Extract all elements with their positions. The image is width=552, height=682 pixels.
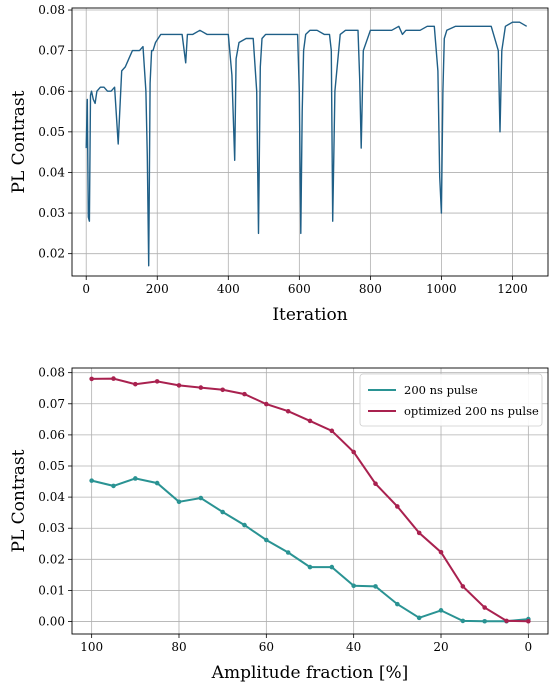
x-tick-label: 200 — [146, 282, 169, 296]
x-tick-label: 800 — [359, 282, 382, 296]
y-tick-label: 0.02 — [38, 247, 65, 261]
data-point-2 — [133, 381, 138, 387]
x-tick-label: 1200 — [497, 282, 528, 296]
x-tick-label: 600 — [288, 282, 311, 296]
data-point-1 — [242, 522, 247, 528]
data-point-2 — [329, 428, 335, 434]
x-tick-label: 40 — [346, 640, 361, 654]
data-point-1 — [285, 550, 291, 555]
data-point-1 — [329, 564, 335, 570]
data-point-1 — [89, 478, 94, 483]
data-point-2 — [526, 618, 531, 624]
contrast-vs-iteration-chart: 0 200 400 600 800 1000 1200 0.02 0.03 0.04 0.05 0.0… — [9, 3, 549, 325]
y-axis-label: PL Contrast — [9, 90, 29, 193]
x-tick-label: 80 — [171, 640, 186, 654]
data-point-1 — [133, 476, 138, 481]
y-tick-label: 0.07 — [38, 44, 65, 58]
y-tick-label: 0.04 — [38, 490, 65, 504]
data-point-1 — [154, 480, 160, 486]
y-tick-label: 0.04 — [38, 165, 65, 179]
x-tick-label: 400 — [217, 282, 240, 296]
data-point-2 — [395, 504, 400, 509]
x-tick-label: 1000 — [426, 282, 457, 296]
data-point-2 — [307, 418, 313, 424]
legend-box — [359, 373, 543, 427]
data-point-2 — [176, 383, 182, 388]
data-point-1 — [416, 615, 422, 621]
data-point-2 — [111, 376, 116, 381]
y-axis-label: PL Contrast — [9, 449, 29, 552]
data-point-2 — [198, 385, 204, 390]
data-point-1 — [438, 608, 444, 613]
data-point-2 — [351, 449, 356, 455]
data-point-2 — [438, 549, 444, 555]
y-tick-label: 0.07 — [38, 397, 65, 411]
y-tick-label: 0.08 — [38, 366, 65, 380]
data-point-1 — [111, 483, 116, 489]
y-tick-label: 0.03 — [38, 521, 65, 535]
y-tick-label: 0.08 — [38, 3, 65, 17]
y-tick-label: 0.01 — [38, 583, 65, 597]
x-tick-label: 100 — [80, 640, 103, 654]
legend-label-1: 200 ns pulse — [404, 383, 478, 397]
data-point-1 — [460, 618, 466, 624]
y-tick-label: 0.05 — [38, 459, 65, 473]
data-point-1 — [220, 509, 225, 515]
x-axis-label: Amplitude fraction [%] — [211, 663, 409, 682]
data-point-2 — [504, 618, 509, 624]
y-tick-label: 0.02 — [38, 552, 65, 566]
data-point-1 — [198, 495, 204, 501]
data-point-2 — [264, 401, 269, 407]
data-point-1 — [482, 618, 487, 624]
data-point-1 — [307, 564, 313, 570]
data-point-2 — [242, 391, 247, 397]
legend: 200 ns pulse optimized 200 ns pulse — [359, 373, 543, 427]
plot-frame — [71, 367, 549, 635]
data-point-2 — [89, 376, 94, 382]
series-line-1 — [91, 477, 529, 623]
data-point-2 — [416, 530, 422, 536]
data-point-1 — [176, 499, 182, 505]
data-point-2 — [154, 379, 160, 384]
data-point-2 — [460, 584, 466, 589]
data-point-1 — [264, 537, 269, 543]
x-tick-label: 0 — [82, 282, 90, 296]
legend-label-2: optimized 200 ns pulse — [404, 404, 539, 418]
y-tick-label: 0.05 — [38, 125, 65, 139]
data-point-1 — [373, 584, 378, 589]
y-tick-label: 0.06 — [38, 428, 65, 442]
y-tick-label: 0.00 — [38, 615, 65, 629]
y-tick-label: 0.06 — [38, 84, 65, 98]
data-point-2 — [482, 605, 487, 610]
data-point-1 — [351, 583, 356, 589]
x-tick-label: 0 — [525, 640, 533, 654]
y-tick-label: 0.03 — [38, 206, 65, 220]
data-point-2 — [285, 408, 291, 414]
x-tick-label: 60 — [259, 640, 274, 654]
data-point-2 — [373, 481, 378, 487]
x-axis-label: Iteration — [272, 305, 347, 325]
x-tick-label: 20 — [433, 640, 448, 654]
contrast-vs-amplitude-chart: 100 80 60 40 20 0 0.00 0.01 0.02 0.03 0.04 0.05 0.06… — [9, 366, 549, 682]
data-point-1 — [395, 601, 400, 607]
series-line — [85, 21, 528, 267]
plot-frame — [71, 7, 549, 277]
data-point-2 — [220, 387, 225, 393]
